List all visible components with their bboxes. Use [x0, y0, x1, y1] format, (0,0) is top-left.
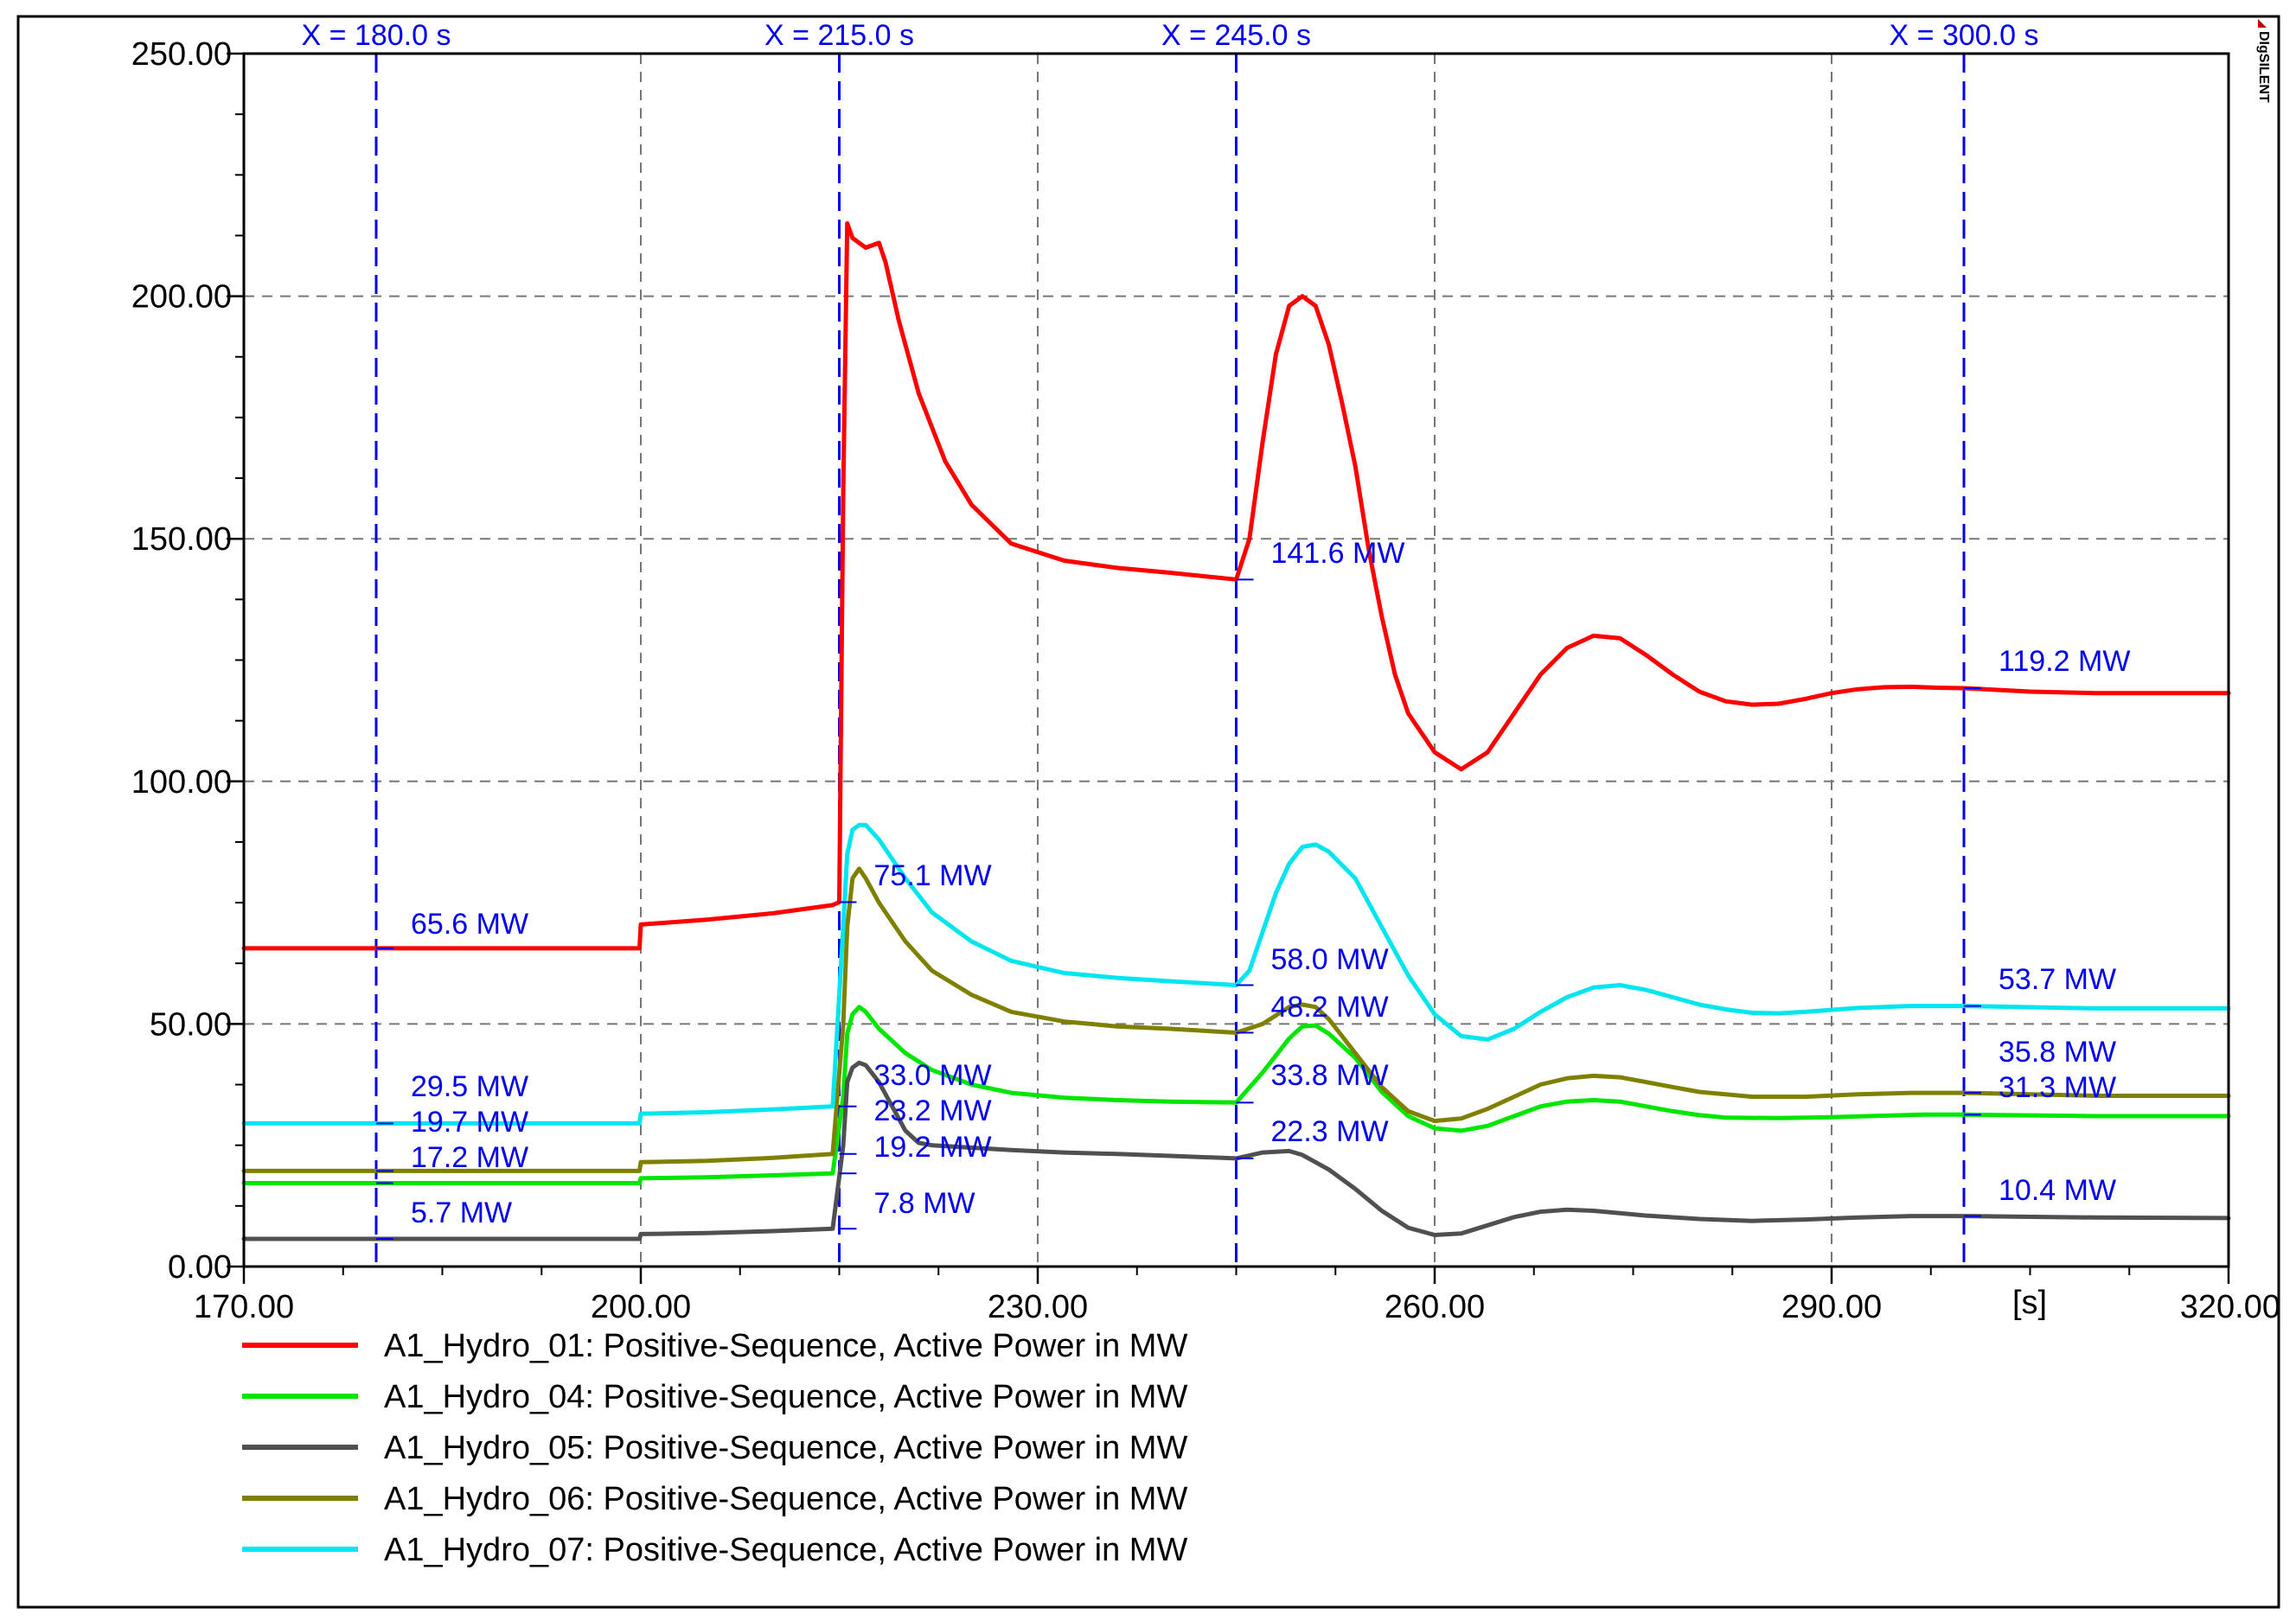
- x-tick-label: 320.00: [2180, 1289, 2280, 1325]
- x-tick-label: 290.00: [1781, 1289, 1882, 1325]
- legend-label: A1_Hydro_07: Positive-Sequence, Active P…: [384, 1532, 1187, 1568]
- axes: 170.00 200.00 230.00 260.00 290.00 320.00 0.00…: [131, 36, 2280, 1325]
- annotation-label: 35.8 MW: [1999, 1036, 2116, 1069]
- series-line: [241, 220, 2231, 951]
- annotation-label: 19.7 MW: [411, 1106, 528, 1139]
- cursor-lines: X = 180.0 s X = 215.0 s X = 245.0 s X = 300…: [302, 19, 2039, 1267]
- series-line: [241, 1005, 2231, 1185]
- series-line: [241, 1060, 2231, 1241]
- series-lines: [241, 220, 2231, 1241]
- legend: A1_Hydro_01: Positive-Sequence, Active P…: [242, 1328, 1187, 1568]
- legend-label: A1_Hydro_05: Positive-Sequence, Active P…: [384, 1430, 1187, 1466]
- annotation-label: 22.3 MW: [1271, 1115, 1389, 1148]
- outer-border: [16, 15, 2280, 1609]
- grid: [244, 54, 2229, 1267]
- series-line: [241, 866, 2231, 1173]
- cursor-label: X = 180.0 s: [302, 19, 451, 52]
- legend-label: A1_Hydro_04: Positive-Sequence, Active P…: [384, 1379, 1187, 1415]
- x-tick-label: 170.00: [194, 1289, 294, 1325]
- annotation-label: 23.2 MW: [874, 1094, 992, 1127]
- annotation-label: 65.6 MW: [411, 908, 528, 941]
- cursor-label: X = 215.0 s: [764, 19, 914, 52]
- y-tick-label: 50.00: [150, 1006, 232, 1043]
- annotation-label: 29.5 MW: [411, 1070, 528, 1103]
- annotation-label: 19.2 MW: [874, 1131, 992, 1164]
- cursor-label: X = 245.0 s: [1161, 19, 1311, 52]
- y-tick-label: 0.00: [168, 1249, 232, 1286]
- annotation-label: 5.7 MW: [411, 1197, 512, 1229]
- annotation-label: 10.4 MW: [1999, 1174, 2116, 1207]
- brand-logo: DIgSILENT: [2256, 19, 2271, 103]
- x-tick-label: 260.00: [1385, 1289, 1485, 1325]
- annotation-label: 58.0 MW: [1271, 943, 1389, 976]
- annotation-label: 141.6 MW: [1271, 537, 1405, 570]
- y-tick-label: 250.00: [131, 36, 232, 73]
- annotation-label: 48.2 MW: [1271, 991, 1389, 1024]
- x-axis-unit: [s]: [2012, 1285, 2047, 1321]
- brand-triangle-icon: [2258, 19, 2267, 28]
- y-tick-label: 200.00: [131, 279, 232, 316]
- y-tick-label: 150.00: [131, 521, 232, 558]
- annotation-label: 33.0 MW: [874, 1059, 992, 1092]
- y-tick-label: 100.00: [131, 764, 232, 801]
- annotation-label: 53.7 MW: [1999, 963, 2116, 996]
- legend-label: A1_Hydro_06: Positive-Sequence, Active P…: [384, 1481, 1187, 1517]
- annotation-label: 7.8 MW: [874, 1187, 975, 1220]
- annotation-label: 119.2 MW: [1999, 645, 2130, 678]
- legend-label: A1_Hydro_01: Positive-Sequence, Active P…: [384, 1328, 1187, 1364]
- annotation-label: 17.2 MW: [411, 1141, 528, 1174]
- x-tick-label: 200.00: [591, 1289, 691, 1325]
- annotation-label: 33.8 MW: [1271, 1059, 1389, 1092]
- annotation-label: 75.1 MW: [874, 859, 992, 892]
- series-line: [241, 822, 2231, 1126]
- brand-text: DIgSILENT: [2256, 31, 2271, 103]
- annotation-label: 31.3 MW: [1999, 1071, 2116, 1104]
- cursor-label: X = 300.0 s: [1890, 19, 2039, 52]
- x-tick-label: 230.00: [988, 1289, 1088, 1325]
